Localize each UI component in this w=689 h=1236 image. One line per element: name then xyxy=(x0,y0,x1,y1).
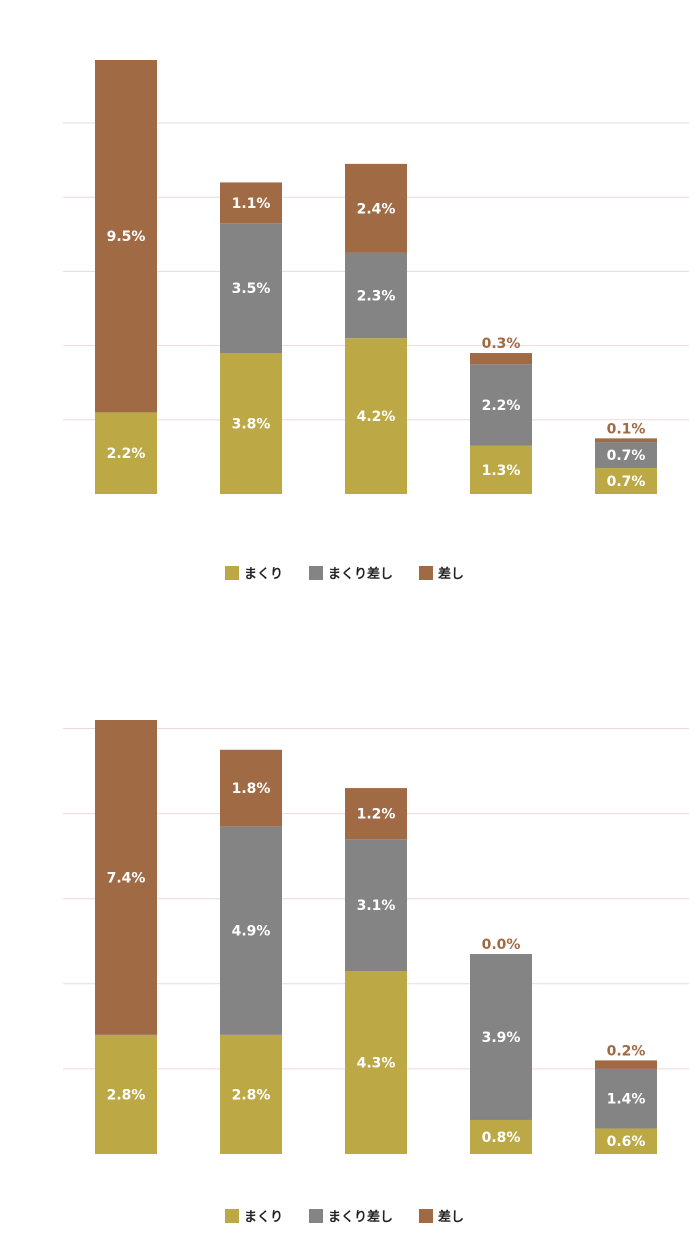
data-label: 3.5% xyxy=(232,281,271,297)
legend-item-sashi: 差し xyxy=(419,1206,464,1225)
bar-segment-makuri-sashi xyxy=(220,826,282,1035)
legend-2: まくり まくり差し 差し xyxy=(0,1206,689,1225)
legend-item-makuri: まくり xyxy=(224,1206,283,1225)
data-label: 4.3% xyxy=(357,1056,396,1072)
data-label: 3.1% xyxy=(357,898,396,914)
legend-swatch-sashi xyxy=(419,1208,433,1223)
bar-segment-makuri-sashi xyxy=(220,223,282,354)
data-label: 4.2% xyxy=(357,409,396,425)
bar-segment-sashi xyxy=(95,720,157,1035)
legend-swatch-makuri-sashi xyxy=(308,1208,323,1223)
legend-item-makuri-sashi: まくり差し xyxy=(308,1206,393,1225)
legend-item-makuri: まくり xyxy=(224,563,283,582)
data-label: 0.8% xyxy=(482,1130,521,1146)
legend-item-makuri-sashi: まくり差し xyxy=(308,563,393,582)
data-label: 3.9% xyxy=(482,1030,521,1046)
bar-segment-makuri-sashi xyxy=(345,252,407,339)
data-label: 0.0% xyxy=(482,937,521,953)
data-label: 2.8% xyxy=(107,1087,146,1103)
data-label: 0.1% xyxy=(607,421,646,437)
legend-label-sashi: 差し xyxy=(438,1210,465,1225)
bar-segment-sashi xyxy=(95,60,157,413)
data-label: 1.2% xyxy=(357,807,396,823)
bar-segment-makuri xyxy=(220,1034,282,1154)
legend-label-makuri-sashi: まくり差し xyxy=(327,567,393,582)
chart-2: 2.8% 7.4% 2.8% 4.9% 1.8% 4.3% 3.1% 1.2% 0.8% 3.9%… xyxy=(63,720,689,1154)
data-label: 2.4% xyxy=(357,201,396,217)
bar-segment-makuri xyxy=(470,445,532,494)
legend-swatch-makuri xyxy=(224,1208,239,1223)
data-label: 0.6% xyxy=(607,1134,646,1150)
bar-segment-makuri-sashi xyxy=(470,364,532,446)
legend-label-makuri: まくり xyxy=(243,1210,283,1225)
bar-segment-makuri-sashi xyxy=(470,954,532,1120)
bar-segment-makuri-sashi xyxy=(595,1068,657,1129)
data-label: 2.8% xyxy=(232,1087,271,1103)
bar-segment-makuri xyxy=(470,1119,532,1154)
bar-segment-makuri-sashi xyxy=(345,839,407,972)
data-label: 0.2% xyxy=(607,1043,646,1059)
legend-swatch-makuri-sashi xyxy=(308,565,323,580)
data-label: 2.2% xyxy=(107,446,146,462)
bar-segment-makuri xyxy=(345,971,407,1154)
data-label: 2.2% xyxy=(482,398,521,414)
data-label: 9.5% xyxy=(107,229,146,245)
bar-segment-makuri xyxy=(345,338,407,494)
bar-segment-sashi xyxy=(345,163,407,253)
data-label: 1.8% xyxy=(232,781,271,797)
bar-segment-makuri xyxy=(595,1128,657,1154)
bar-segment-makuri xyxy=(95,1034,157,1154)
bar-segment-sashi xyxy=(595,1060,657,1069)
bar-segment-sashi xyxy=(220,182,282,224)
data-label: 2.3% xyxy=(357,289,396,305)
bar-segment-sashi xyxy=(595,438,657,443)
bar-segment-makuri-sashi xyxy=(595,442,657,469)
bar-segment-makuri xyxy=(220,353,282,494)
legend-1: まくり まくり差し 差し xyxy=(0,563,689,582)
legend-item-sashi: 差し xyxy=(419,563,464,582)
legend-swatch-sashi xyxy=(419,565,433,580)
data-label: 1.4% xyxy=(607,1092,646,1108)
legend-label-sashi: 差し xyxy=(438,567,465,582)
chart-1: 2.2% 9.5% 3.8% 3.5% 1.1% 4.2% 2.3% 2.4% 1.3% 2.2%… xyxy=(63,60,689,494)
bar-segment-sashi xyxy=(220,749,282,827)
legend-swatch-makuri xyxy=(224,565,239,580)
data-label: 0.3% xyxy=(482,336,521,352)
data-label: 7.4% xyxy=(107,870,146,886)
bar-segment-sashi xyxy=(345,788,407,840)
data-label: 0.7% xyxy=(607,474,646,490)
bar-segment-makuri xyxy=(95,412,157,494)
data-label: 0.7% xyxy=(607,448,646,464)
bar-segment-sashi xyxy=(470,353,532,365)
bar-segment-makuri xyxy=(595,468,657,494)
data-label: 4.9% xyxy=(232,924,271,940)
data-label: 1.1% xyxy=(232,196,271,212)
legend-label-makuri-sashi: まくり差し xyxy=(327,1210,393,1225)
legend-label-makuri: まくり xyxy=(243,567,283,582)
data-label: 3.8% xyxy=(232,417,271,433)
data-label: 1.3% xyxy=(482,463,521,479)
